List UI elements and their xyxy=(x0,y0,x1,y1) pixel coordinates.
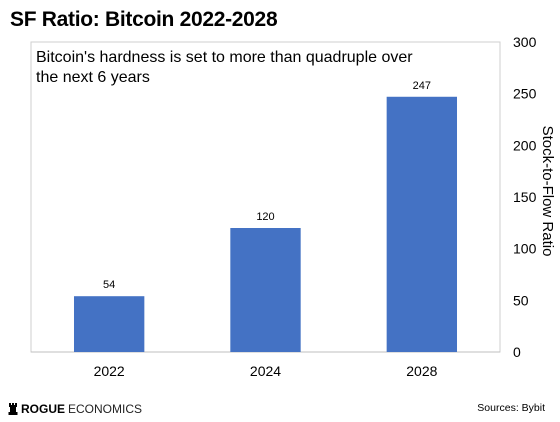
y-tick-label: 100 xyxy=(513,241,537,257)
chart-subtitle: Bitcoin's hardness is set to more than q… xyxy=(36,49,413,86)
y-tick-label: 200 xyxy=(513,137,537,153)
x-tick-label: 2022 xyxy=(94,363,125,379)
data-label-2028: 247 xyxy=(413,80,431,92)
y-tick-labels: 0 50 100 150 200 250 300 xyxy=(513,34,537,360)
x-tick-labels: 2022 2024 2028 xyxy=(94,363,438,379)
y-tick-label: 150 xyxy=(513,189,537,205)
y-tick-label: 50 xyxy=(513,292,529,308)
x-tick-label: 2024 xyxy=(250,363,281,379)
brand-name-rest: ECONOMICS xyxy=(68,402,143,416)
y-tick-label: 300 xyxy=(513,34,537,50)
data-label-2022: 54 xyxy=(103,279,115,291)
chart-title: SF Ratio: Bitcoin 2022-2028 xyxy=(10,8,278,31)
bar-2022 xyxy=(73,296,145,352)
brand-logo: ROGUE ECONOMICS xyxy=(8,402,142,416)
source-note: Sources: Bybit xyxy=(477,402,545,414)
y-tick-label: 250 xyxy=(513,86,537,102)
y-axis-label: Stock-to-Flow Ratio xyxy=(539,126,556,257)
bars-group: 54 120 247 xyxy=(73,80,458,353)
y-tick-label: 0 xyxy=(513,344,521,360)
x-tick-label: 2028 xyxy=(406,363,437,379)
brand-name-bold: ROGUE xyxy=(21,402,66,416)
bar-2024 xyxy=(230,228,301,352)
bar-2028 xyxy=(386,96,458,353)
data-label-2024: 120 xyxy=(256,211,274,223)
rook-icon xyxy=(8,403,18,415)
